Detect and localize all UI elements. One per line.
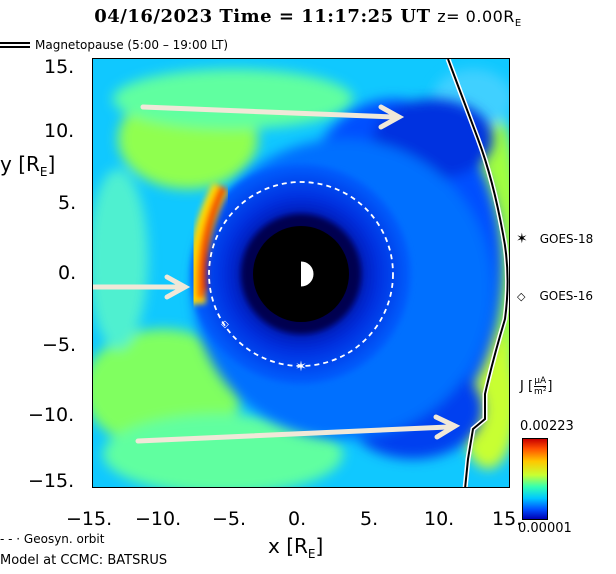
model-credit: Model at CCMC: BATSRUS [0, 553, 168, 568]
colorbar-max: 0.00223 [520, 419, 574, 434]
goes16-label: GOES-16 [539, 289, 594, 303]
magnetopause-legend: Magnetopause (5:00 – 19:00 LT) [0, 38, 228, 52]
x-axis-label-sub: E [307, 547, 316, 561]
geosync-legend: - - · Geosyn. orbit [0, 532, 105, 546]
x-tick: 5. [360, 508, 379, 530]
x-tick: −15. [66, 508, 113, 530]
earth-icon [287, 260, 315, 288]
colorbar-unit: μA m² [534, 376, 546, 397]
y-axis-label: y [RE] [0, 152, 55, 179]
x-axis-label-text: x [R [268, 534, 308, 558]
magnetopause-line-icon [0, 42, 30, 48]
goes18-label: GOES-18 [539, 232, 594, 246]
x-tick: 15. [492, 508, 523, 530]
current-sheet [187, 182, 229, 305]
y-tick: 5. [58, 192, 77, 214]
title-z: z= 0.00RE [437, 7, 522, 30]
geosync-orbit [208, 181, 394, 367]
y-tick: −15. [28, 470, 75, 492]
y-axis-label-text: y [R [0, 152, 40, 176]
y-tick: 15. [44, 56, 75, 78]
x-tick: 0. [288, 508, 307, 530]
colorbar-label-text: J [ [520, 379, 534, 394]
plot-title: 04/16/2023 Time = 11:17:25 UT z= 0.00RE [0, 6, 616, 29]
plot-area: ✶ ◇ [92, 58, 510, 488]
y-tick: −10. [28, 404, 75, 426]
star-icon: ✶ [516, 231, 528, 247]
diamond-icon: ◇ [517, 289, 526, 303]
title-main: 04/16/2023 Time = 11:17:25 UT [94, 6, 431, 27]
y-tick: 0. [58, 262, 77, 284]
colorbar [522, 438, 548, 520]
colorbar-label-end: ] [547, 379, 553, 394]
x-tick: −10. [135, 508, 182, 530]
y-tick: −5. [42, 334, 77, 356]
x-tick: 10. [424, 508, 455, 530]
goes18-marker: ✶ GOES-18 [516, 231, 593, 247]
colorbar-unit-den: m² [534, 387, 547, 397]
x-tick: −5. [212, 508, 247, 530]
x-axis-label-end: ] [315, 534, 324, 558]
flow-arrows [93, 104, 461, 444]
colorbar-unit-num: μA [534, 376, 547, 387]
satellite-star-icon: ✶ [295, 359, 307, 375]
magnetopause-label: Magnetopause (5:00 – 19:00 LT) [35, 38, 229, 52]
y-tick: 10. [44, 120, 75, 142]
goes16-marker: ◇ GOES-16 [517, 289, 593, 303]
y-axis-label-sub: E [39, 165, 48, 179]
title-z-sub: E [514, 18, 522, 30]
colorbar-min: 0.00001 [518, 521, 572, 536]
x-axis-label: x [RE] [268, 534, 323, 561]
magnetopause-line [445, 59, 509, 487]
field-map: ✶ ◇ [93, 59, 509, 487]
title-z-text: z= 0.00R [437, 7, 515, 26]
colorbar-label: J [ μA m² ] [520, 376, 553, 397]
satellite-diamond-icon: ◇ [221, 319, 229, 330]
y-axis-label-end: ] [47, 152, 56, 176]
